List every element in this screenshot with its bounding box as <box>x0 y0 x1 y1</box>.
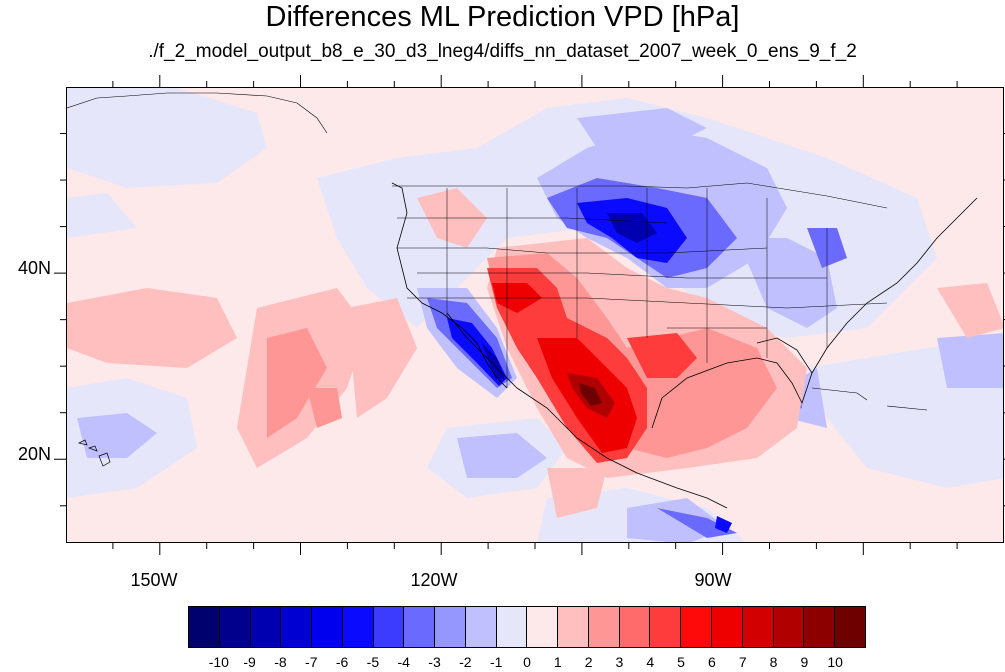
colorbar-label: -3 <box>428 654 441 670</box>
plot-title: Differences ML Prediction VPD [hPa] <box>265 1 740 33</box>
colorbar-box <box>404 607 436 647</box>
colorbar-box <box>496 607 528 647</box>
colorbar-label: 0 <box>523 654 531 670</box>
colorbar-label: 4 <box>646 654 655 670</box>
hawaii-islands <box>77 439 111 467</box>
colorbar-labels: -10 -9 -8 -7 -6 -5 -4 -3 -2 -1 0 1 2 3 4 5 6 7 8 9 10 <box>0 654 1005 672</box>
alaska-coast <box>67 92 328 134</box>
colorbar-box <box>650 607 682 647</box>
colorbar-label: -6 <box>335 654 349 670</box>
colorbar-label: -1 <box>489 654 503 670</box>
lon-label-120w: 120W <box>410 570 458 590</box>
colorbar-box <box>804 607 836 647</box>
field-positive-peak <box>579 383 602 406</box>
colorbar-box <box>312 607 343 647</box>
colorbar-box <box>742 607 774 647</box>
colorbar-box <box>835 607 865 647</box>
colorbar-label: -5 <box>366 654 380 670</box>
colorbar-box <box>527 607 559 647</box>
colorbar-box <box>219 607 251 647</box>
colorbar-box <box>712 607 743 647</box>
colorbar-label: 3 <box>615 654 624 670</box>
colorbar-box <box>342 607 374 647</box>
colorbar-label: 2 <box>584 654 593 670</box>
colorbar-label: 9 <box>800 654 809 670</box>
colorbar-label: 6 <box>708 654 716 670</box>
colorbar-label: 7 <box>738 654 747 670</box>
colorbar-box <box>588 607 620 647</box>
colorbar-box <box>435 607 466 647</box>
caribbean-islands <box>811 387 928 411</box>
map-panel <box>66 87 1004 543</box>
colorbar-box <box>465 607 497 647</box>
colorbar-box <box>558 607 589 647</box>
lat-label-20n: 20N <box>18 444 52 464</box>
colorbar-label: -2 <box>459 654 472 670</box>
colorbar-label: -9 <box>243 654 256 670</box>
colorbar-label: -8 <box>274 654 287 670</box>
colorbar-label: 10 <box>827 654 843 670</box>
colorbar-label: -7 <box>305 654 318 670</box>
colorbar-box <box>681 607 713 647</box>
colorbar-box <box>773 607 805 647</box>
plot-subtitle: ./f_2_model_output_b8_e_30_d3_lneg4/diff… <box>148 41 857 62</box>
colorbar-label: 5 <box>677 654 685 670</box>
colorbar-box <box>189 607 220 647</box>
lon-label-150w: 150W <box>130 570 178 590</box>
colorbar-box <box>619 607 651 647</box>
coastlines <box>391 182 978 509</box>
colorbar-label: -10 <box>208 654 229 670</box>
lat-label-40n: 40N <box>18 258 52 278</box>
colorbar-box <box>281 607 313 647</box>
colorbar <box>188 606 866 648</box>
map-canvas <box>67 88 1003 542</box>
colorbar-box <box>373 607 405 647</box>
lon-label-90w: 90W <box>694 570 732 590</box>
colorbar-label: -4 <box>397 654 410 670</box>
state-boundaries <box>392 182 888 388</box>
colorbar-label: 1 <box>553 654 562 670</box>
colorbar-box <box>250 607 282 647</box>
colorbar-label: 8 <box>769 654 778 670</box>
